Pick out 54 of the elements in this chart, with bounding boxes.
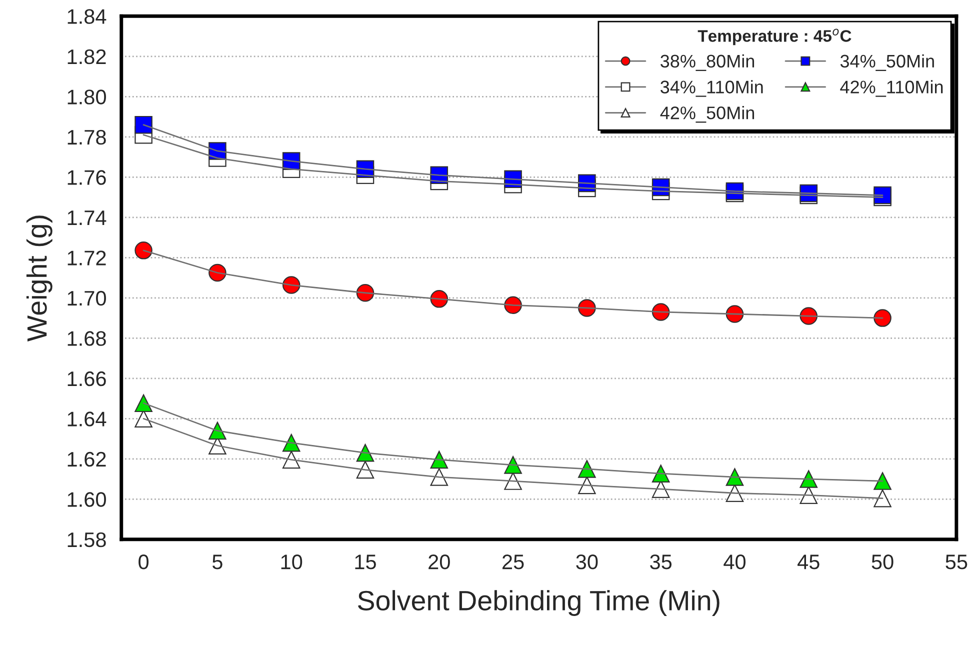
x-axis-title: Solvent Debinding Time (Min) [358, 590, 720, 616]
x-tick-label: 20 [428, 554, 450, 570]
point [208, 422, 226, 440]
y-tick-label: 1.66 [68, 371, 106, 386]
y-tick-label: 1.60 [68, 492, 106, 507]
legend-label: 38%_80Min [660, 54, 754, 71]
point [874, 309, 892, 327]
legend-label: 34%_50Min [840, 54, 934, 71]
legend-label: 42%_110Min [840, 80, 943, 97]
point [134, 394, 152, 412]
x-tick-label: 50 [872, 554, 894, 570]
y-tick-label: 1.80 [68, 90, 106, 104]
point [726, 468, 744, 486]
point [578, 460, 596, 478]
point [430, 450, 448, 469]
y-tick-label: 1.84 [68, 9, 106, 24]
y-tick-label: 1.82 [68, 49, 106, 64]
point [356, 460, 374, 479]
x-tick-label: 0 [138, 554, 149, 570]
point [874, 489, 892, 508]
point [356, 444, 374, 462]
y-tick-label: 1.62 [68, 452, 106, 467]
legend-label: 34%_110Min [660, 80, 763, 97]
point [282, 434, 300, 452]
y-tick-label: 1.68 [68, 331, 106, 346]
y-axis-title: Weight (g) [26, 216, 52, 342]
y-tick-label: 1.70 [68, 290, 106, 306]
x-tick-label: 35 [650, 554, 672, 570]
point [504, 456, 522, 474]
legend-title: Temperature : 45$^{o}$C [698, 28, 852, 46]
point [430, 468, 448, 486]
point [504, 472, 522, 490]
point [652, 464, 670, 482]
point [800, 470, 818, 488]
x-tick-label: 30 [576, 554, 598, 570]
y-tick-label: 1.72 [68, 250, 106, 266]
legend-label: 42%_50Min [660, 106, 754, 123]
point [134, 116, 152, 134]
x-tick-label: 10 [281, 554, 302, 570]
y-tick-label: 1.78 [68, 130, 106, 145]
y-tick-label: 1.74 [68, 210, 106, 225]
point [282, 450, 300, 469]
point [726, 484, 744, 502]
x-tick-label: 55 [946, 554, 968, 570]
x-tick-label: 15 [355, 554, 376, 570]
x-tick-label: 45 [798, 554, 820, 570]
x-tick-label: 40 [724, 554, 746, 570]
point [874, 472, 892, 490]
y-tick-label: 1.76 [68, 170, 106, 185]
point [134, 242, 152, 260]
x-tick-label: 5 [212, 554, 222, 570]
x-tick-label: 25 [502, 554, 524, 570]
y-tick-label: 1.58 [68, 532, 106, 548]
y-tick-label: 1.64 [68, 412, 106, 426]
